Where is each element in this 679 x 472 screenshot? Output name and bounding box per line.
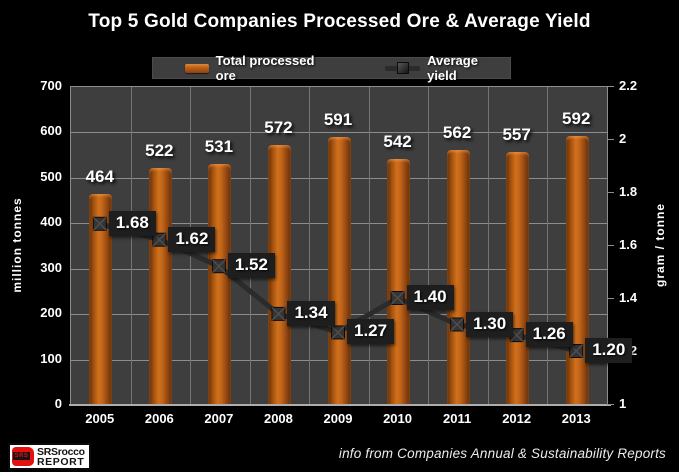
x-axis-label-2012: 2012 bbox=[502, 411, 532, 426]
right-axis-tick-mark bbox=[607, 404, 614, 405]
left-axis-tick-label: 500 bbox=[40, 168, 62, 184]
x-axis-label-2010: 2010 bbox=[383, 411, 412, 426]
left-axis-tick-label: 300 bbox=[40, 259, 62, 275]
bar-value-label: 542 bbox=[383, 131, 412, 151]
srsrocco-report-logo: SRS SRSrocco REPORT bbox=[8, 443, 91, 470]
x-axis-label-2013: 2013 bbox=[561, 411, 591, 426]
bar-2007 bbox=[208, 163, 232, 405]
yield-value-label: 1.52 bbox=[227, 253, 275, 279]
bar-value-label: 572 bbox=[264, 118, 293, 138]
legend-label-average-yield: Average yield bbox=[427, 53, 478, 83]
line-series-swatch-icon bbox=[384, 61, 421, 74]
h-gridline bbox=[71, 132, 607, 134]
yield-value-label: 1.20 bbox=[585, 338, 633, 363]
legend-item-average-yield: Average yield bbox=[384, 53, 510, 83]
legend-label-processed-ore: Total processed ore bbox=[215, 53, 315, 83]
bar-2011 bbox=[446, 149, 470, 405]
right-axis-tick-label: 1.4 bbox=[619, 290, 638, 305]
yield-value-label: 1.40 bbox=[406, 285, 454, 310]
left-axis-tick-label: 200 bbox=[40, 305, 62, 321]
legend-item-processed-ore: Total processed ore bbox=[185, 53, 337, 83]
bar-value-label: 522 bbox=[145, 140, 174, 160]
yield-value-label: 1.68 bbox=[108, 210, 156, 236]
v-gridline bbox=[130, 87, 132, 405]
left-axis-tick-label: 100 bbox=[40, 350, 62, 366]
right-axis-tick-label: 1 bbox=[619, 396, 627, 411]
x-axis-label-2009: 2009 bbox=[323, 411, 353, 426]
x-axis-label-2008: 2008 bbox=[263, 411, 293, 426]
v-gridline bbox=[547, 87, 549, 405]
x-axis-label-2011: 2011 bbox=[443, 411, 472, 426]
logo-line1: SRSrocco bbox=[37, 445, 85, 458]
right-axis-tick-mark bbox=[607, 192, 614, 193]
left-axis-title: million tonnes bbox=[10, 197, 24, 293]
right-axis-tick-mark bbox=[607, 139, 614, 140]
bar-2005 bbox=[89, 194, 113, 405]
yield-value-label: 1.62 bbox=[168, 226, 216, 252]
v-gridline bbox=[428, 87, 430, 405]
bar-series-swatch-icon bbox=[185, 63, 209, 73]
legend: Total processed ore Average yield bbox=[152, 53, 511, 83]
plot-area bbox=[70, 86, 608, 405]
yield-value-label: 1.26 bbox=[525, 322, 573, 348]
bar-value-label: 557 bbox=[502, 124, 531, 144]
chart-title: Top 5 Gold Companies Processed Ore & Ave… bbox=[88, 11, 591, 32]
average-yield-line bbox=[92, 216, 584, 358]
yield-value-label: 1.30 bbox=[466, 311, 514, 337]
mining-cart-logo-icon: SRS bbox=[12, 447, 34, 466]
logo-icon-text: SRS bbox=[13, 452, 30, 460]
right-axis-tick-label: 1.6 bbox=[619, 237, 638, 252]
bar-value-label: 464 bbox=[85, 167, 114, 187]
left-axis-tick-label: 0 bbox=[54, 396, 62, 411]
v-gridline bbox=[487, 87, 489, 405]
yield-value-label: 1.27 bbox=[347, 319, 395, 345]
source-note: info from Companies Annual & Sustainabil… bbox=[338, 446, 666, 461]
right-axis-tick-mark bbox=[607, 298, 614, 299]
x-axis-baseline bbox=[69, 404, 611, 406]
x-axis-label-2006: 2006 bbox=[144, 411, 174, 426]
x-axis-label-2005: 2005 bbox=[85, 411, 115, 426]
right-axis-tick-label: 1.8 bbox=[619, 184, 638, 199]
left-axis-tick-label: 400 bbox=[40, 214, 62, 230]
x-axis-label-2007: 2007 bbox=[204, 411, 234, 426]
right-axis-tick-label: 2 bbox=[619, 131, 627, 146]
v-gridline bbox=[309, 87, 311, 405]
logo-line2: REPORT bbox=[37, 455, 85, 468]
bar-value-label: 562 bbox=[442, 122, 472, 142]
bar-value-label: 591 bbox=[323, 109, 353, 129]
right-axis-tick-mark bbox=[607, 86, 614, 87]
bar-2008 bbox=[267, 145, 291, 405]
left-axis-tick-label: 700 bbox=[40, 78, 62, 93]
right-axis-tick-mark bbox=[607, 245, 614, 246]
left-axis-tick-label: 600 bbox=[40, 123, 62, 139]
bar-value-label: 531 bbox=[204, 136, 234, 156]
yield-value-label: 1.34 bbox=[287, 300, 335, 326]
bar-value-label: 592 bbox=[562, 109, 591, 129]
v-gridline bbox=[368, 87, 370, 405]
v-gridline bbox=[249, 87, 251, 405]
right-axis-tick-label: 2.2 bbox=[619, 78, 638, 93]
